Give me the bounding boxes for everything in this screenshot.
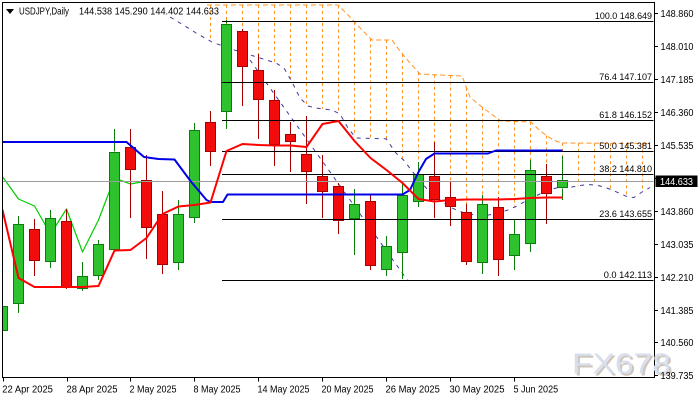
svg-text:22 Apr 2025: 22 Apr 2025: [2, 384, 53, 395]
svg-text:0.0 142.113: 0.0 142.113: [604, 270, 652, 281]
svg-text:14 May 2025: 14 May 2025: [258, 384, 310, 395]
svg-text:50.0 145.381: 50.0 145.381: [599, 141, 652, 152]
svg-text:145.535: 145.535: [661, 141, 694, 152]
svg-text:143.035: 143.035: [661, 240, 694, 251]
svg-text:142.210: 142.210: [661, 273, 694, 284]
svg-text:146.360: 146.360: [661, 108, 694, 119]
svg-text:USDJPY,Daily: USDJPY,Daily: [19, 7, 69, 18]
svg-text:148.010: 148.010: [661, 42, 694, 53]
svg-text:147.185: 147.185: [661, 75, 694, 86]
svg-text:140.560: 140.560: [661, 338, 694, 349]
svg-text:5 Jun 2025: 5 Jun 2025: [514, 384, 559, 395]
svg-text:144.633: 144.633: [660, 177, 693, 188]
svg-text:139.735: 139.735: [661, 371, 694, 382]
svg-text:28 Apr 2025: 28 Apr 2025: [67, 384, 118, 395]
svg-text:100.0 148.649: 100.0 148.649: [595, 11, 652, 22]
svg-text:143.860: 143.860: [661, 207, 694, 218]
svg-text:20 May 2025: 20 May 2025: [322, 384, 374, 395]
svg-text:141.385: 141.385: [661, 306, 694, 317]
svg-text:30 May 2025: 30 May 2025: [450, 384, 505, 395]
svg-text:144.538 145.290 144.402 144.63: 144.538 145.290 144.402 144.633: [79, 7, 219, 18]
svg-text:76.4 147.107: 76.4 147.107: [599, 72, 652, 83]
svg-text:2 May 2025: 2 May 2025: [130, 384, 177, 395]
svg-text:148.860: 148.860: [661, 9, 694, 20]
svg-text:FX678: FX678: [574, 351, 673, 383]
svg-text:61.8 146.152: 61.8 146.152: [599, 110, 652, 121]
svg-text:26 May 2025: 26 May 2025: [386, 384, 441, 395]
svg-text:8 May 2025: 8 May 2025: [194, 384, 241, 395]
svg-text:38.2 144.810: 38.2 144.810: [599, 164, 652, 175]
svg-text:23.6 143.655: 23.6 143.655: [599, 209, 652, 220]
